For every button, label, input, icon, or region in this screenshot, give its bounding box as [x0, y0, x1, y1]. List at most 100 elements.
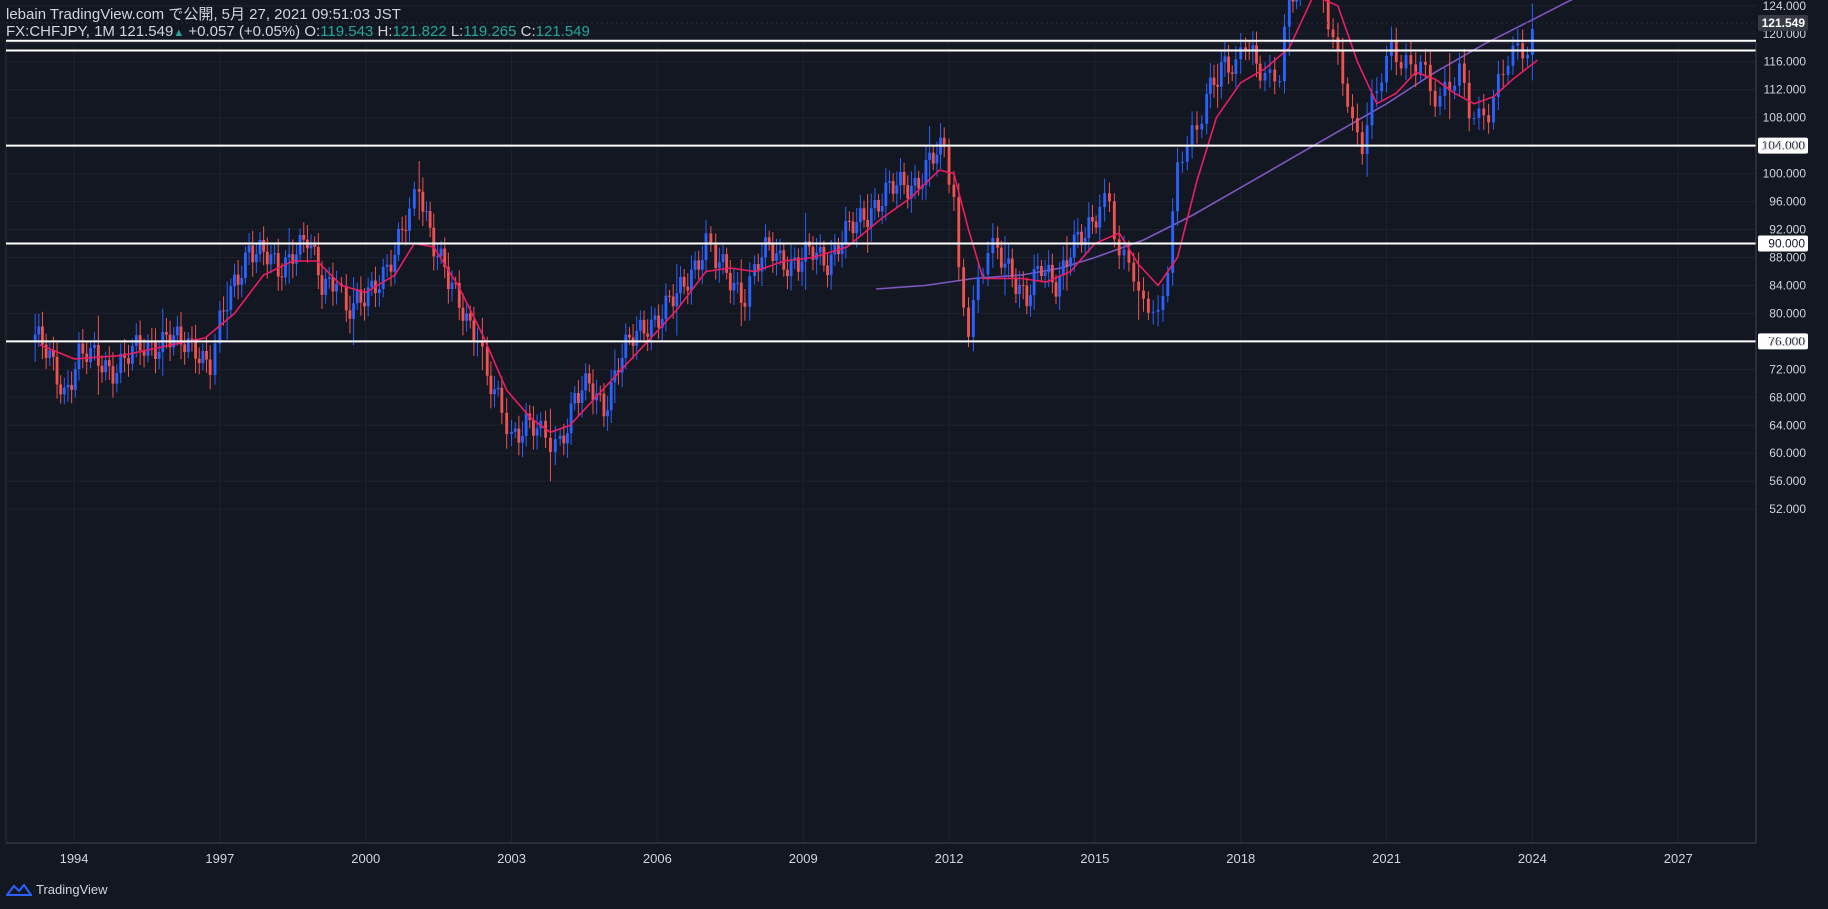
candle-body	[324, 278, 328, 295]
candle-body	[344, 285, 348, 311]
candle-body	[1161, 295, 1165, 310]
candle-body	[764, 237, 767, 258]
candle-body	[736, 282, 740, 284]
candle-body	[1205, 93, 1209, 124]
candle-body	[461, 307, 465, 321]
candle-body	[1190, 125, 1194, 145]
legend-bar: FX:CHFJPY, 1M 121.549▲ +0.057 (+0.05%) O…	[6, 23, 590, 42]
candle-body	[1385, 55, 1388, 83]
candle-body	[389, 264, 393, 272]
candle-body	[1409, 55, 1413, 65]
candle-body	[1389, 40, 1393, 56]
candle-body	[428, 211, 432, 228]
candles	[33, 0, 1534, 482]
candle-body	[55, 356, 59, 385]
candle-body	[425, 211, 428, 213]
x-tick-label: 2003	[497, 851, 526, 866]
candle-body	[1146, 298, 1150, 313]
y-tick-label: 100.000	[1763, 167, 1807, 181]
close-label: C:	[520, 23, 536, 40]
candle-body	[796, 257, 800, 272]
candle-body	[620, 357, 624, 373]
open-value: 119.543	[320, 23, 374, 40]
candle-body	[638, 319, 642, 331]
candle-body	[1018, 284, 1021, 295]
candle-body	[247, 245, 251, 253]
level-price-label: 76.000	[1768, 334, 1805, 348]
candle-body	[902, 172, 906, 186]
candle-body	[760, 257, 764, 272]
candle-body	[1380, 82, 1384, 92]
x-tick-label: 2024	[1518, 851, 1547, 866]
price-axis[interactable]: 148.000144.000140.000136.000132.000128.0…	[1763, 0, 1807, 516]
candle-body	[316, 246, 320, 276]
candle-body	[436, 256, 439, 258]
candle-body	[320, 275, 324, 295]
candle-body	[689, 269, 693, 291]
candle-body	[704, 233, 708, 261]
candle-body	[175, 326, 179, 336]
candle-body	[1496, 74, 1500, 97]
candle-body	[786, 269, 789, 277]
candle-body	[1251, 45, 1255, 51]
candle-body	[1482, 108, 1486, 116]
candle-body	[709, 233, 713, 245]
candle-body	[439, 248, 443, 257]
candle-body	[1010, 258, 1014, 278]
candle-body	[664, 295, 668, 320]
candle-body	[609, 382, 613, 411]
candle-body	[1208, 77, 1212, 94]
candle-body	[725, 254, 729, 273]
candle-body	[201, 351, 205, 364]
candle-body	[194, 339, 198, 359]
time-axis[interactable]: 1994 1997 2000 2003 2006 2009 2012 2015 2018 2021…	[60, 851, 1693, 866]
candle-body	[1370, 93, 1374, 126]
candle-body	[205, 351, 208, 360]
candle-body	[717, 262, 721, 269]
candle-body	[254, 254, 258, 263]
candle-body	[276, 253, 280, 277]
candle-body	[668, 295, 671, 297]
candle-body	[532, 419, 535, 436]
tradingview-watermark[interactable]: TradingView	[6, 882, 108, 897]
candle-body	[1477, 108, 1481, 118]
candle-body	[489, 375, 493, 395]
candle-body	[1061, 260, 1065, 276]
candle-body	[899, 172, 902, 186]
candle-body	[496, 387, 500, 390]
candle-body	[417, 189, 421, 192]
short-ma-line	[39, 0, 1538, 434]
candle-body	[73, 369, 77, 390]
candle-body	[884, 182, 888, 207]
candle-body	[517, 428, 521, 443]
candle-body	[657, 315, 661, 328]
candle-body	[400, 228, 404, 230]
candle-body	[1351, 106, 1354, 119]
candle-body	[999, 247, 1003, 268]
candle-body	[1244, 47, 1248, 51]
candle-body	[309, 244, 313, 249]
candle-body	[1137, 281, 1141, 291]
candle-body	[1287, 0, 1291, 27]
candle-body	[197, 358, 201, 364]
candle-body	[646, 333, 650, 337]
price-change: +0.057 (+0.05%)	[188, 23, 301, 40]
symbol-label[interactable]: FX:CHFJPY, 1M	[6, 23, 115, 40]
candle-body	[580, 390, 584, 404]
candle-body	[1424, 61, 1427, 65]
candle-body	[331, 277, 335, 292]
candle-body	[873, 199, 877, 209]
candle-body	[811, 246, 815, 260]
candle-body	[41, 326, 44, 345]
candle-body	[1346, 83, 1350, 107]
y-tick-label: 88.000	[1769, 250, 1806, 264]
candle-body	[1355, 118, 1359, 133]
candle-body	[1103, 193, 1107, 207]
candle-body	[421, 191, 425, 212]
candle-body	[804, 241, 808, 262]
candle-body	[313, 244, 317, 247]
candle-body	[739, 282, 743, 303]
candle-body	[1083, 237, 1087, 246]
